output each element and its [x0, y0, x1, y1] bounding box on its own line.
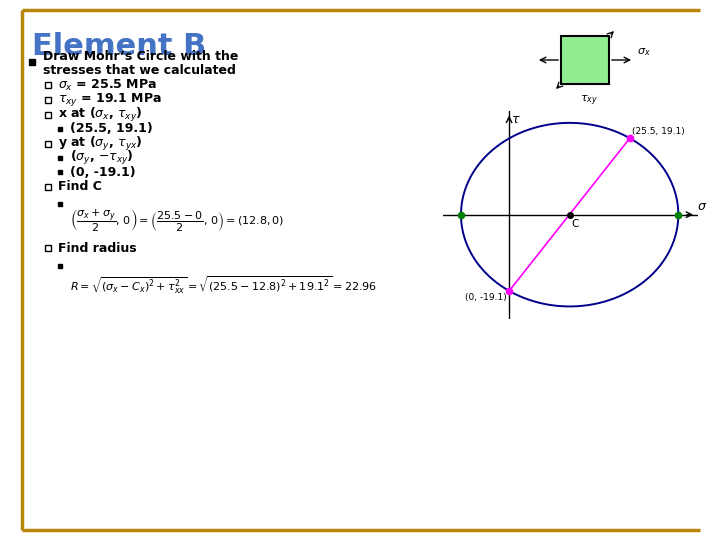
Text: (25.5, 19.1): (25.5, 19.1): [631, 127, 685, 136]
Text: $\sigma_x$ = 25.5 MPa: $\sigma_x$ = 25.5 MPa: [58, 77, 157, 92]
Text: x at ($\sigma_x$, $\tau_{xy}$): x at ($\sigma_x$, $\tau_{xy}$): [58, 106, 143, 124]
Text: C: C: [571, 219, 578, 230]
Text: $\tau_{xy}$: $\tau_{xy}$: [580, 94, 598, 109]
Text: $\sigma_x$: $\sigma_x$: [637, 46, 651, 58]
Text: (0, -19.1): (0, -19.1): [70, 165, 135, 179]
Text: (25.5, 19.1): (25.5, 19.1): [70, 123, 153, 136]
Text: Find radius: Find radius: [58, 241, 137, 254]
Text: y at ($\sigma_y$, $\tau_{yx}$): y at ($\sigma_y$, $\tau_{yx}$): [58, 135, 143, 153]
Text: (0, -19.1): (0, -19.1): [465, 293, 507, 302]
Text: Element B: Element B: [32, 32, 206, 61]
Text: $\sigma$: $\sigma$: [697, 200, 707, 213]
Text: Draw Mohr’s Circle with the: Draw Mohr’s Circle with the: [43, 51, 238, 64]
Text: $R = \sqrt{(\sigma_x - C_x)^2 + \tau_{xx}^2} = \sqrt{(25.5-12.8)^2 + 19.1^2} = 2: $R = \sqrt{(\sigma_x - C_x)^2 + \tau_{xx…: [70, 274, 377, 296]
Text: Find C: Find C: [58, 180, 102, 193]
Text: $\tau_{xy}$ = 19.1 MPa: $\tau_{xy}$ = 19.1 MPa: [58, 91, 162, 109]
Text: $\tau$: $\tau$: [511, 113, 521, 126]
Bar: [561, 36, 609, 84]
Text: ($\sigma_y$, $-\tau_{xy}$): ($\sigma_y$, $-\tau_{xy}$): [70, 149, 134, 167]
Text: $\left(\dfrac{\sigma_x + \sigma_y}{2},\,0\right) = \left(\dfrac{25.5-0}{2},\,0\r: $\left(\dfrac{\sigma_x + \sigma_y}{2},\,…: [70, 207, 284, 233]
Text: stresses that we calculated: stresses that we calculated: [43, 64, 236, 78]
